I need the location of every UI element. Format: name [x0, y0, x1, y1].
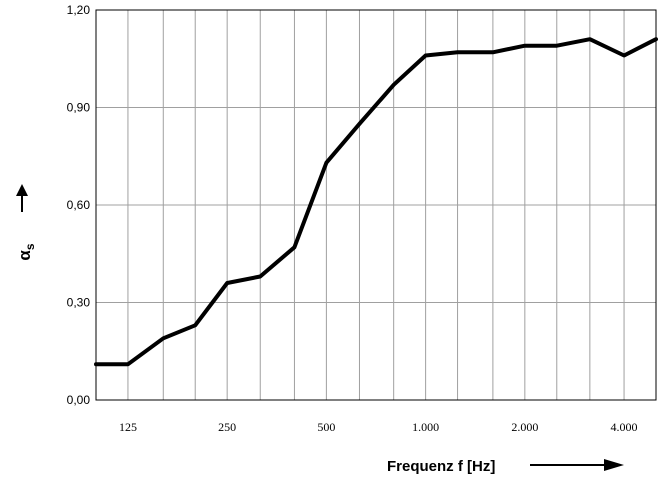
series-line	[94, 37, 658, 367]
x-tick-label-5: 4.000	[611, 420, 638, 434]
y-tick-label-1: 0,30	[67, 296, 91, 310]
x-tick-label-1: 250	[218, 420, 236, 434]
x-tick-label-3: 1.000	[412, 420, 439, 434]
x-tick-label-0: 125	[119, 420, 137, 434]
x-tick-labels: 125 250 500 1.000 2.000 4.000	[119, 420, 638, 434]
x-axis-label: Frequenz f [Hz]	[387, 458, 495, 475]
grid-lines	[95, 9, 657, 401]
y-tick-label-0: 0,00	[67, 393, 91, 407]
y-axis-arrow	[16, 184, 28, 212]
x-tick-label-2: 500	[317, 420, 335, 434]
y-axis-symbol: α	[15, 250, 34, 261]
x-tick-label-4: 2.000	[511, 420, 538, 434]
svg-text:αs: αs	[15, 243, 37, 260]
y-axis-subscript: s	[23, 243, 37, 250]
y-axis-label: αs	[15, 243, 37, 260]
y-tick-labels: 0,00 0,30 0,60 0,90 1,20	[67, 3, 91, 407]
y-tick-label-3: 0,90	[67, 101, 91, 115]
plot-frame	[95, 9, 657, 401]
y-tick-label-4: 1,20	[67, 3, 91, 17]
y-tick-label-2: 0,60	[67, 198, 91, 212]
x-axis-arrow	[530, 459, 624, 471]
